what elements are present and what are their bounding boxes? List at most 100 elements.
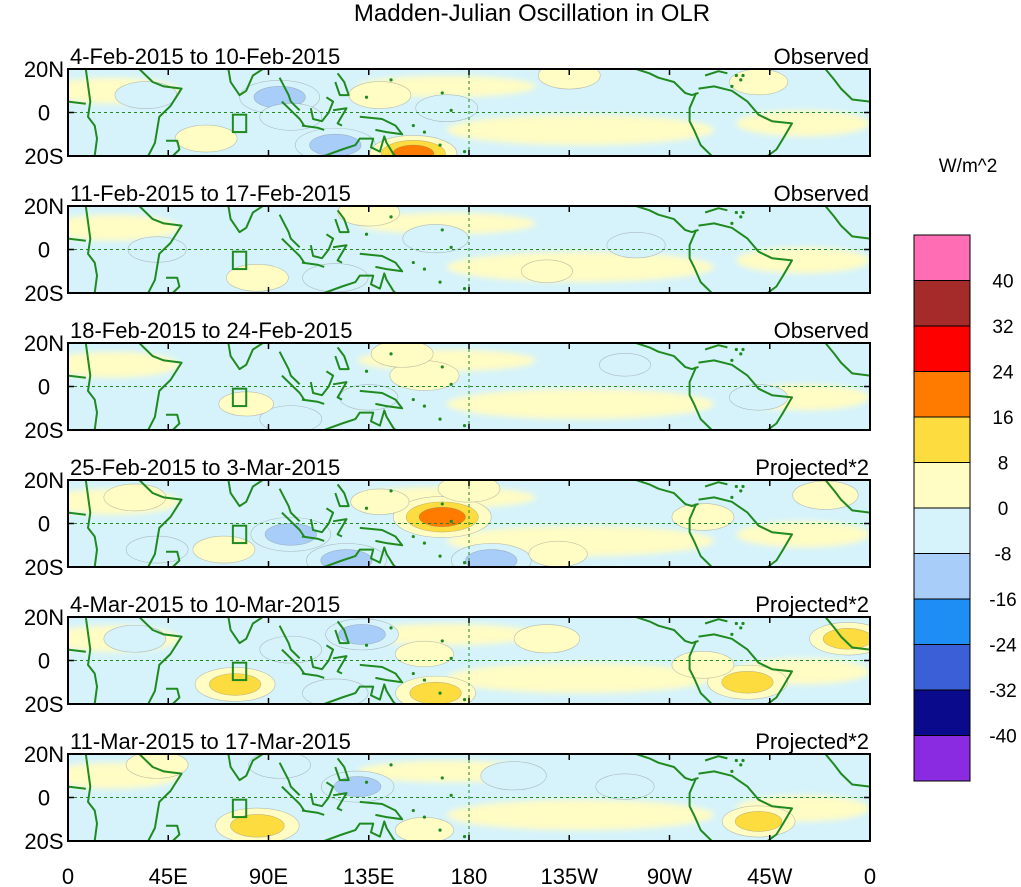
island (734, 758, 738, 763)
island (436, 844, 439, 847)
island (422, 404, 427, 408)
island (741, 347, 745, 352)
coastline (323, 135, 397, 156)
island (436, 433, 439, 436)
coastline (84, 69, 98, 156)
anomaly-blob (226, 263, 289, 292)
y-tick-label: 0 (38, 649, 50, 674)
coastlines (68, 69, 870, 162)
anomaly-blob (606, 232, 666, 259)
coastline (166, 687, 181, 704)
x-tick-label: 0 (864, 864, 876, 887)
island (462, 698, 467, 702)
panel-kind: Projected*2 (755, 592, 869, 617)
coastline (278, 77, 301, 112)
coastline (68, 648, 86, 653)
island (449, 245, 453, 249)
coastline (332, 518, 348, 538)
panel-kind: Projected*2 (755, 729, 869, 754)
coastline (301, 535, 325, 542)
coastline (278, 625, 301, 660)
coastline (84, 480, 98, 567)
panel-kind: Observed (774, 44, 869, 69)
coastlines (68, 343, 870, 436)
island (739, 352, 743, 356)
coastline (84, 206, 98, 293)
coastline (704, 618, 728, 625)
map-panel: 20N 0 20S 4-Feb-2015 to 10-Feb-2015 Observed (24, 44, 871, 169)
map-panel: 20N 0 20S 11-Mar-2015 to 17-Mar-2015 Project… (24, 729, 871, 854)
coastline (704, 755, 728, 762)
island (411, 260, 415, 265)
anomaly-blob (248, 754, 311, 779)
island (734, 484, 738, 489)
units-label: W/m^2 (939, 156, 998, 177)
coastline (217, 480, 265, 508)
coastline (323, 272, 397, 293)
island (730, 358, 734, 362)
colorbar-label: -32 (989, 681, 1016, 702)
anomaly-blob (370, 343, 434, 368)
island (739, 78, 743, 82)
coastline (68, 374, 86, 379)
coastline (278, 214, 301, 249)
island (734, 210, 738, 215)
panel-period: 4-Feb-2015 to 10-Feb-2015 (70, 44, 340, 69)
island (734, 347, 738, 352)
coastline (359, 526, 404, 547)
coastline (688, 229, 713, 293)
island (422, 541, 427, 545)
coastline (635, 206, 699, 234)
anomaly-blob (792, 480, 859, 510)
island (436, 570, 439, 573)
coastline (334, 757, 350, 782)
coastline (635, 343, 699, 371)
anomaly-blob (338, 624, 386, 645)
coastline (698, 85, 793, 156)
coastline (698, 633, 793, 704)
anomaly-blob (230, 814, 285, 838)
reference-box (231, 661, 248, 682)
coastline (68, 237, 86, 242)
island (730, 495, 734, 499)
coastline (334, 209, 350, 234)
island (741, 758, 745, 763)
anomaly-blob (392, 144, 435, 156)
coastline (688, 503, 713, 567)
y-tick-label: 20N (24, 194, 64, 219)
island (438, 143, 442, 147)
coastlines (68, 617, 870, 704)
panel-period: 4-Mar-2015 to 10-Mar-2015 (70, 592, 340, 617)
island (449, 519, 453, 523)
island (741, 621, 745, 626)
anomaly-blob (415, 94, 479, 122)
coastline (301, 124, 325, 131)
coastline (698, 496, 793, 567)
panel-kind: Observed (774, 318, 869, 343)
colorbar-swatch (913, 325, 971, 372)
coastline (688, 640, 713, 704)
coastline (698, 222, 793, 293)
coastline (281, 100, 305, 127)
island (741, 73, 745, 78)
anomaly-blob (437, 480, 501, 503)
colorbar-swatch (913, 644, 971, 691)
colorbar-swatch (913, 507, 971, 554)
y-tick-label: 0 (38, 101, 50, 126)
island (741, 484, 745, 489)
y-tick-label: 20S (24, 555, 63, 580)
anomaly-blob (418, 506, 466, 527)
colorbar-swatch (913, 234, 971, 281)
island (411, 671, 415, 676)
coastline (323, 409, 397, 430)
coastline (824, 617, 870, 651)
anomaly-contours (103, 618, 870, 704)
island (436, 159, 439, 162)
island (730, 221, 734, 225)
anomaly-blob (734, 811, 783, 832)
coastline (301, 398, 325, 405)
anomaly-blob (125, 754, 189, 779)
anomaly-blob (174, 124, 238, 153)
coastline (138, 343, 183, 430)
